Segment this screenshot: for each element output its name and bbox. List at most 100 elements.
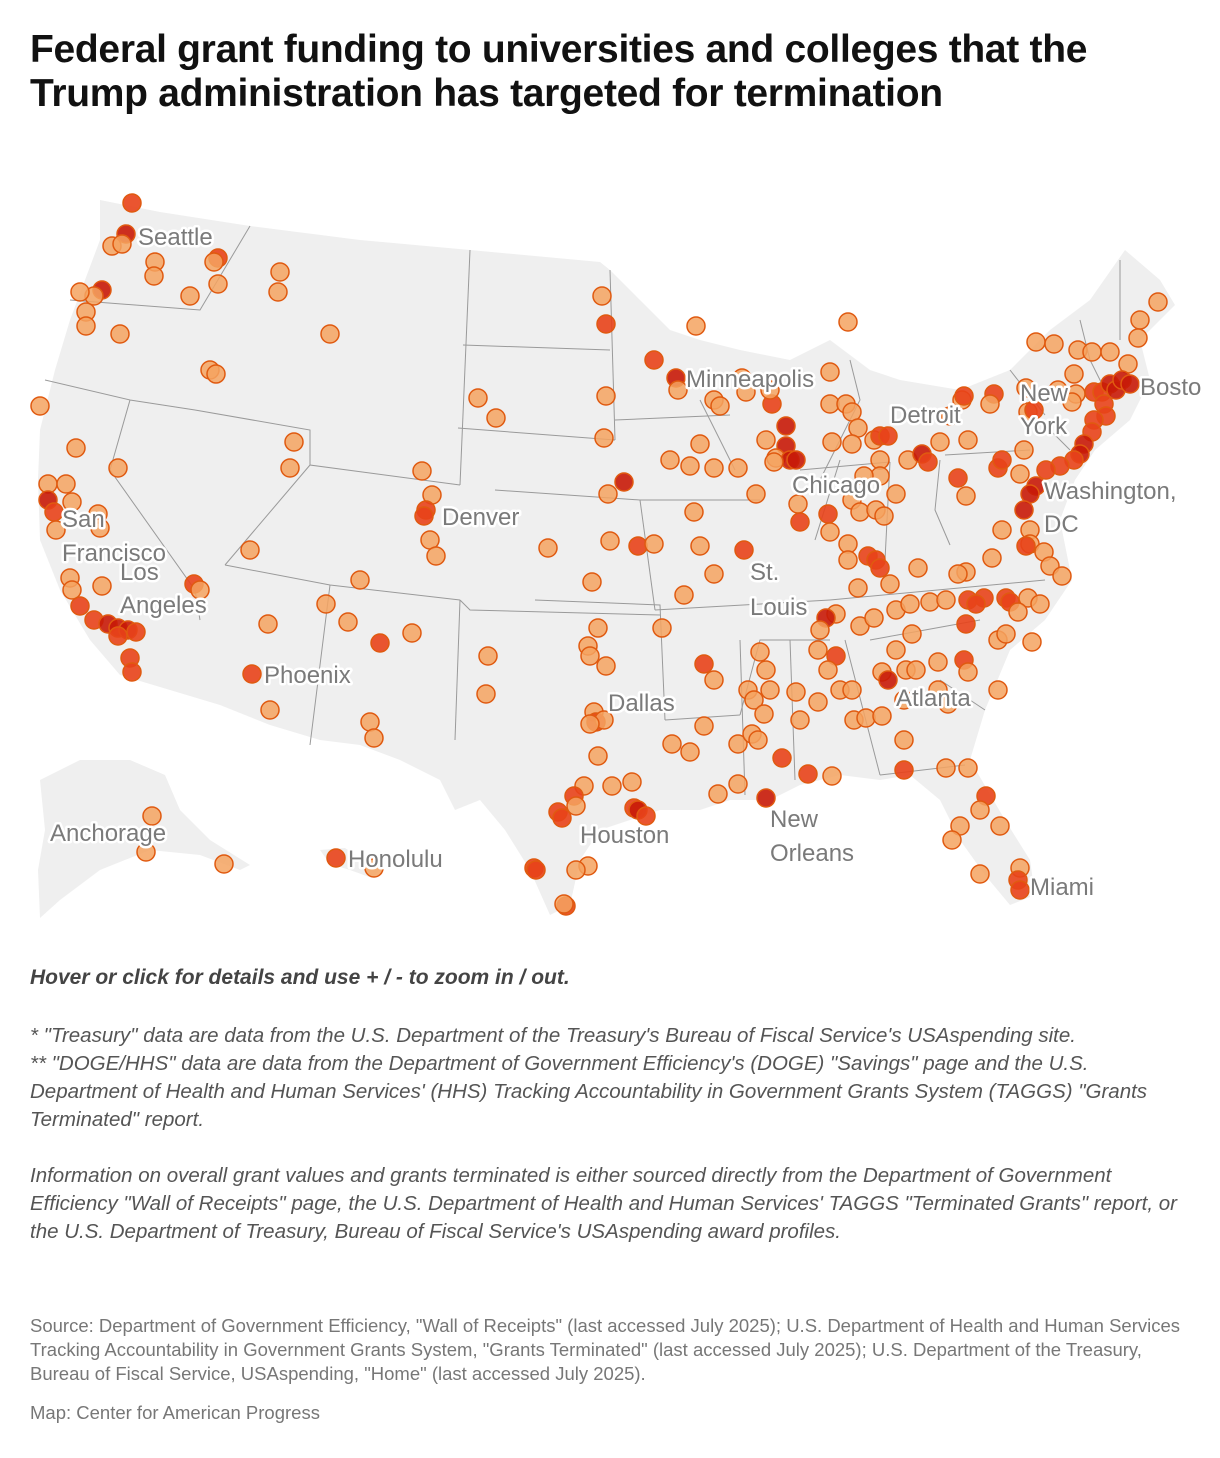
university-marker[interactable] xyxy=(818,504,838,524)
university-marker[interactable] xyxy=(144,266,164,286)
university-marker[interactable] xyxy=(580,646,600,666)
university-marker[interactable] xyxy=(966,594,986,614)
university-marker[interactable] xyxy=(552,808,572,828)
university-marker[interactable] xyxy=(942,830,962,850)
university-marker[interactable] xyxy=(350,570,370,590)
university-marker[interactable] xyxy=(258,614,278,634)
university-marker[interactable] xyxy=(566,860,586,880)
university-marker[interactable] xyxy=(1030,594,1050,614)
university-marker[interactable] xyxy=(554,894,574,914)
university-marker[interactable] xyxy=(992,450,1012,470)
university-marker[interactable] xyxy=(622,772,642,792)
university-marker[interactable] xyxy=(894,690,914,710)
university-marker[interactable] xyxy=(644,534,664,554)
university-marker[interactable] xyxy=(958,662,978,682)
university-marker[interactable] xyxy=(108,458,128,478)
university-marker[interactable] xyxy=(1128,328,1148,348)
university-marker[interactable] xyxy=(316,594,336,614)
university-marker[interactable] xyxy=(906,660,926,680)
university-marker[interactable] xyxy=(704,458,724,478)
university-marker[interactable] xyxy=(126,622,146,642)
university-marker[interactable] xyxy=(838,550,858,570)
university-marker[interactable] xyxy=(468,388,488,408)
university-marker[interactable] xyxy=(414,506,434,526)
university-marker[interactable] xyxy=(750,642,770,662)
university-marker[interactable] xyxy=(426,546,446,566)
university-marker[interactable] xyxy=(680,456,700,476)
university-marker[interactable] xyxy=(1022,632,1042,652)
university-marker[interactable] xyxy=(842,434,862,454)
university-marker[interactable] xyxy=(208,274,228,294)
university-marker[interactable] xyxy=(1008,602,1028,622)
university-marker[interactable] xyxy=(674,585,694,605)
university-marker[interactable] xyxy=(838,312,858,332)
university-marker[interactable] xyxy=(1100,342,1120,362)
university-marker[interactable] xyxy=(268,282,288,302)
university-marker[interactable] xyxy=(776,416,796,436)
university-marker[interactable] xyxy=(790,710,810,730)
university-marker[interactable] xyxy=(982,548,1002,568)
university-marker[interactable] xyxy=(242,664,262,684)
university-marker[interactable] xyxy=(728,734,748,754)
university-marker[interactable] xyxy=(958,430,978,450)
university-marker[interactable] xyxy=(760,680,780,700)
university-marker[interactable] xyxy=(864,608,884,628)
university-marker[interactable] xyxy=(900,594,920,614)
university-marker[interactable] xyxy=(110,324,130,344)
university-marker[interactable] xyxy=(56,474,76,494)
university-marker[interactable] xyxy=(970,864,990,884)
university-marker[interactable] xyxy=(734,540,754,560)
university-marker[interactable] xyxy=(582,572,602,592)
university-marker[interactable] xyxy=(756,430,776,450)
university-marker[interactable] xyxy=(822,432,842,452)
university-marker[interactable] xyxy=(938,694,958,714)
university-marker[interactable] xyxy=(204,252,224,272)
university-marker[interactable] xyxy=(878,670,898,690)
university-marker[interactable] xyxy=(928,680,948,700)
university-marker[interactable] xyxy=(1016,536,1036,556)
university-marker[interactable] xyxy=(908,558,928,578)
university-marker[interactable] xyxy=(756,660,776,680)
university-marker[interactable] xyxy=(284,432,304,452)
university-marker[interactable] xyxy=(790,512,810,532)
university-marker[interactable] xyxy=(478,646,498,666)
university-marker[interactable] xyxy=(600,531,620,551)
university-marker[interactable] xyxy=(588,746,608,766)
university-marker[interactable] xyxy=(772,748,792,768)
university-marker[interactable] xyxy=(66,438,86,458)
university-marker[interactable] xyxy=(580,714,600,734)
university-marker[interactable] xyxy=(728,774,748,794)
university-marker[interactable] xyxy=(958,758,978,778)
university-marker[interactable] xyxy=(954,386,974,406)
university-marker[interactable] xyxy=(956,614,976,634)
university-marker[interactable] xyxy=(878,426,898,446)
university-marker[interactable] xyxy=(684,502,704,522)
university-marker[interactable] xyxy=(990,816,1010,836)
university-marker[interactable] xyxy=(594,428,614,448)
university-marker[interactable] xyxy=(808,692,828,712)
university-marker[interactable] xyxy=(1062,392,1082,412)
university-marker[interactable] xyxy=(190,580,210,600)
university-marker[interactable] xyxy=(270,262,290,282)
university-marker[interactable] xyxy=(704,670,724,690)
university-marker[interactable] xyxy=(644,350,664,370)
university-marker[interactable] xyxy=(614,472,634,492)
university-marker[interactable] xyxy=(1052,566,1072,586)
university-marker[interactable] xyxy=(808,640,828,660)
university-marker[interactable] xyxy=(326,848,346,868)
university-marker[interactable] xyxy=(1036,460,1056,480)
university-marker[interactable] xyxy=(970,800,990,820)
university-marker[interactable] xyxy=(930,432,950,452)
university-marker[interactable] xyxy=(486,408,506,428)
university-marker[interactable] xyxy=(992,520,1012,540)
university-marker[interactable] xyxy=(732,368,752,388)
university-marker[interactable] xyxy=(240,540,260,560)
university-marker[interactable] xyxy=(848,578,868,598)
university-marker[interactable] xyxy=(760,380,780,400)
university-marker[interactable] xyxy=(1014,440,1034,460)
university-marker[interactable] xyxy=(940,406,960,426)
university-marker[interactable] xyxy=(588,618,608,638)
university-marker[interactable] xyxy=(756,788,776,808)
university-marker[interactable] xyxy=(122,662,142,682)
university-marker[interactable] xyxy=(1044,334,1064,354)
